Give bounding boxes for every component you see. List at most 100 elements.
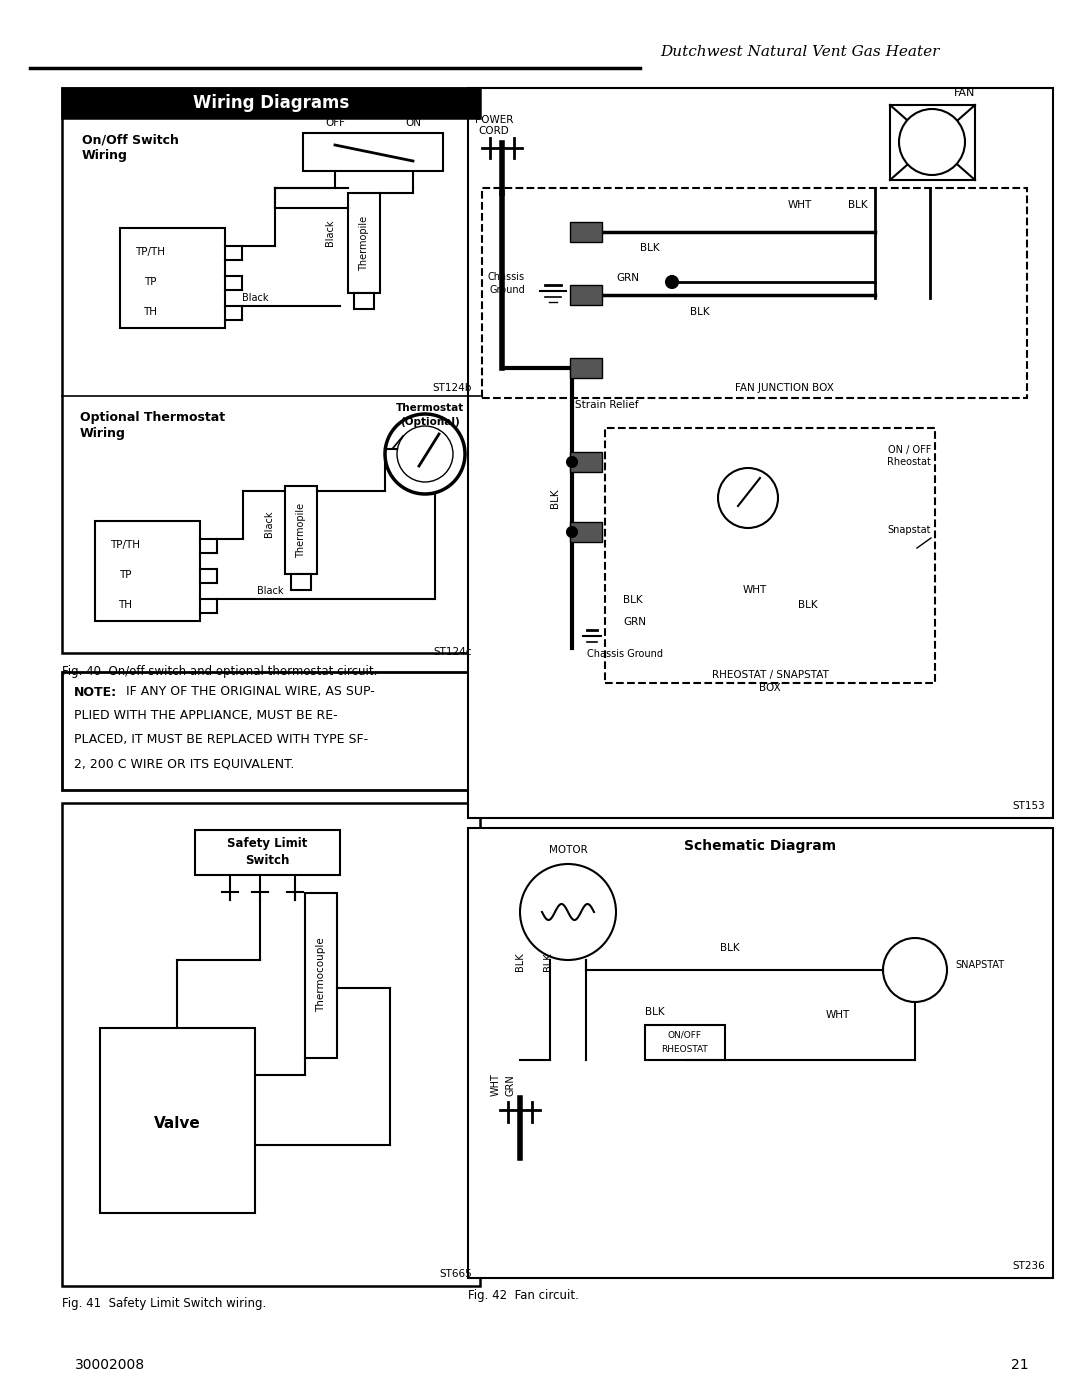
Text: BLK: BLK	[640, 243, 660, 253]
Bar	[62, 803, 480, 1287]
Bar	[570, 522, 602, 542]
Bar	[482, 189, 1027, 398]
Text: SNAPSTAT: SNAPSTAT	[955, 960, 1004, 970]
Bar	[468, 88, 1053, 819]
Text: ST124b: ST124b	[433, 383, 472, 393]
Text: RHEOSTAT / SNAPSTAT: RHEOSTAT / SNAPSTAT	[712, 671, 828, 680]
Bar	[605, 427, 935, 683]
Bar	[291, 574, 311, 590]
Text: NOTE:: NOTE:	[75, 686, 117, 698]
Circle shape	[519, 863, 616, 960]
Bar	[570, 358, 602, 379]
Text: TP: TP	[119, 570, 132, 580]
Text: Rheostat: Rheostat	[887, 457, 931, 467]
Bar	[305, 893, 337, 1058]
Text: 2, 200 C WIRE OR ITS EQUIVALENT.: 2, 200 C WIRE OR ITS EQUIVALENT.	[75, 757, 295, 771]
Text: ON/OFF: ON/OFF	[669, 1031, 702, 1039]
Text: ON: ON	[405, 117, 421, 129]
Text: ST236: ST236	[1012, 1261, 1045, 1271]
Text: Optional Thermostat: Optional Thermostat	[80, 412, 225, 425]
Text: BOX: BOX	[759, 683, 781, 693]
Bar	[570, 222, 602, 242]
Bar	[348, 193, 380, 293]
Text: Wiring: Wiring	[80, 427, 126, 440]
Text: IF ANY OF THE ORIGINAL WIRE, AS SUP-: IF ANY OF THE ORIGINAL WIRE, AS SUP-	[122, 686, 375, 698]
Text: BLK: BLK	[550, 488, 561, 509]
Text: On/Off Switch: On/Off Switch	[82, 134, 179, 147]
Text: GRN: GRN	[623, 617, 647, 627]
Text: Fig. 41  Safety Limit Switch wiring.: Fig. 41 Safety Limit Switch wiring.	[62, 1298, 267, 1310]
Text: Switch: Switch	[245, 854, 289, 866]
Text: Thermostat: Thermostat	[396, 402, 464, 414]
Text: WHT: WHT	[788, 200, 812, 210]
Text: BLK: BLK	[645, 1007, 665, 1017]
Text: OFF: OFF	[325, 117, 345, 129]
Text: TP/TH: TP/TH	[110, 541, 140, 550]
Text: Fig. 40  On/off switch and optional thermostat circuit.: Fig. 40 On/off switch and optional therm…	[62, 665, 377, 678]
Text: PLACED, IT MUST BE REPLACED WITH TYPE SF-: PLACED, IT MUST BE REPLACED WITH TYPE SF…	[75, 733, 368, 746]
Text: BLK: BLK	[543, 953, 553, 971]
Text: Strain Relief: Strain Relief	[575, 400, 638, 409]
Text: GRN: GRN	[617, 272, 639, 284]
Text: ST153: ST153	[1012, 800, 1045, 812]
Bar	[570, 285, 602, 305]
Bar	[354, 293, 374, 309]
Circle shape	[666, 277, 678, 288]
Text: Valve: Valve	[153, 1115, 201, 1130]
Circle shape	[567, 527, 577, 536]
Text: GRN: GRN	[505, 1074, 515, 1095]
Text: TH: TH	[118, 599, 132, 610]
Text: POWER: POWER	[475, 115, 513, 124]
Text: FAN: FAN	[955, 88, 975, 98]
Bar	[100, 1028, 255, 1213]
Text: Safety Limit: Safety Limit	[227, 837, 307, 851]
Text: Snapstat: Snapstat	[888, 525, 931, 535]
Text: ST124c: ST124c	[433, 647, 472, 657]
Text: Ground: Ground	[489, 285, 525, 295]
Bar	[645, 1025, 725, 1060]
Text: TH: TH	[143, 307, 157, 317]
Text: Black: Black	[325, 219, 335, 246]
Bar	[95, 521, 200, 622]
Text: Dutchwest Natural Vent Gas Heater: Dutchwest Natural Vent Gas Heater	[660, 45, 940, 59]
Text: 21: 21	[1011, 1358, 1029, 1372]
Text: Fig. 42  Fan circuit.: Fig. 42 Fan circuit.	[468, 1289, 579, 1302]
Text: Schematic Diagram: Schematic Diagram	[685, 840, 837, 854]
Text: BLK: BLK	[623, 595, 643, 605]
Circle shape	[899, 109, 966, 175]
Text: MOTOR: MOTOR	[549, 845, 588, 855]
Text: ON / OFF: ON / OFF	[888, 446, 931, 455]
Text: ST665: ST665	[440, 1268, 472, 1280]
Text: Chassis Ground: Chassis Ground	[588, 650, 663, 659]
Bar	[303, 133, 443, 170]
Text: Black: Black	[257, 585, 283, 597]
Text: Thermocouple: Thermocouple	[316, 937, 326, 1013]
Text: BLK: BLK	[720, 943, 740, 953]
Circle shape	[397, 426, 453, 482]
Text: BLK: BLK	[798, 599, 818, 610]
Text: WHT: WHT	[826, 1010, 850, 1020]
Text: Wiring: Wiring	[82, 148, 127, 162]
Circle shape	[384, 414, 465, 495]
Bar	[62, 672, 480, 789]
Text: RHEOSTAT: RHEOSTAT	[662, 1045, 708, 1053]
Text: 30002008: 30002008	[75, 1358, 145, 1372]
Bar	[570, 453, 602, 472]
Text: PLIED WITH THE APPLIANCE, MUST BE RE-: PLIED WITH THE APPLIANCE, MUST BE RE-	[75, 710, 338, 722]
Bar	[890, 105, 975, 180]
Text: Thermopile: Thermopile	[359, 215, 369, 271]
Text: WHT: WHT	[743, 585, 767, 595]
Text: TP/TH: TP/TH	[135, 247, 165, 257]
Text: Black: Black	[242, 293, 268, 303]
Circle shape	[883, 937, 947, 1002]
Text: CORD: CORD	[478, 126, 510, 136]
Text: Wiring Diagrams: Wiring Diagrams	[193, 94, 349, 112]
Text: TP: TP	[144, 277, 157, 286]
Bar	[62, 88, 480, 652]
Text: BLK: BLK	[848, 200, 868, 210]
Text: BLK: BLK	[515, 953, 525, 971]
Text: Chassis: Chassis	[488, 272, 525, 282]
Bar	[120, 228, 225, 328]
Text: Black: Black	[264, 511, 274, 538]
Text: BLK: BLK	[690, 307, 710, 317]
